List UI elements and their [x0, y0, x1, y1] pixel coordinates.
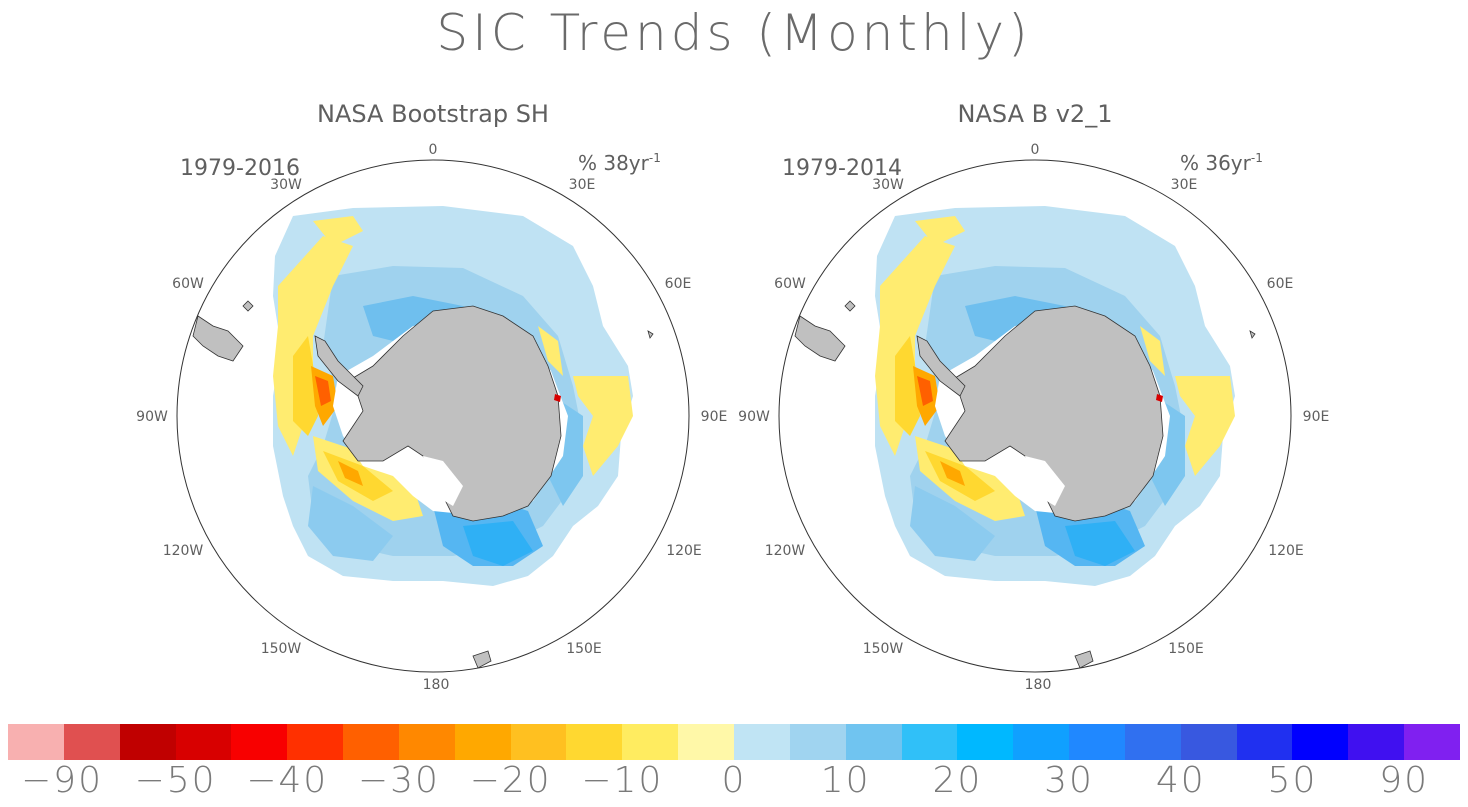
left-map-panel: NASA Bootstrap SH 1979-2016 % 38yr-1 0 3… [136, 100, 727, 693]
colorbar-labels: −90 −50 −40 −30 −20 −10 0 10 20 30 40 50 90 [0, 760, 1468, 804]
colorbar-swatch [1404, 724, 1460, 760]
colorbar-swatch [789, 724, 846, 760]
colorbar-tick-label: −40 [246, 760, 329, 801]
right-lon-90w: 90W [738, 409, 770, 425]
colorbar-tick-label: 50 [1267, 760, 1318, 801]
colorbar-swatch [733, 724, 790, 760]
right-subtitle: NASA B v2_1 [958, 100, 1113, 128]
right-lon-150e: 150E [1168, 641, 1204, 657]
left-lon-90w: 90W [136, 409, 168, 425]
right-lon-180: 180 [1025, 677, 1052, 693]
right-sic-trend-field [794, 205, 1256, 669]
left-period: 1979-2016 [180, 156, 300, 181]
left-lon-90e: 90E [701, 409, 728, 425]
colorbar-swatch [622, 724, 679, 760]
colorbar [8, 724, 1460, 760]
colorbar-swatch [957, 724, 1014, 760]
colorbar-swatch [175, 724, 232, 760]
colorbar-swatch [901, 724, 958, 760]
left-lon-150w: 150W [261, 641, 302, 657]
left-sic-trend-field [192, 205, 654, 669]
colorbar-swatch [343, 724, 399, 760]
left-lon-60w: 60W [172, 276, 204, 292]
colorbar-swatch [1292, 724, 1349, 760]
right-lon-30e: 30E [1171, 177, 1198, 193]
left-lon-60e: 60E [665, 276, 692, 292]
right-lon-60w: 60W [774, 276, 806, 292]
colorbar-tick-label: 20 [932, 760, 983, 801]
colorbar-swatch [119, 724, 176, 760]
colorbar-tick-label: 90 [1379, 760, 1430, 801]
colorbar-swatch [845, 724, 902, 760]
colorbar-tick-label: −30 [357, 760, 440, 801]
left-lon-120w: 120W [163, 543, 204, 559]
colorbar-tick-label: 0 [721, 760, 747, 801]
colorbar-tick-label: −90 [21, 760, 103, 801]
right-map-boundary [778, 159, 1292, 673]
right-lon-120w: 120W [765, 543, 806, 559]
colorbar-swatch [1013, 724, 1070, 760]
left-lon-180: 180 [423, 677, 450, 693]
colorbar-swatch [63, 724, 120, 760]
colorbar-tick-label: 10 [820, 760, 871, 801]
right-lon-90e: 90E [1303, 409, 1330, 425]
colorbar-swatch [287, 724, 344, 760]
right-units: % 36yr-1 [1180, 151, 1263, 175]
colorbar-swatch [1124, 724, 1181, 760]
right-lon-0: 0 [1031, 142, 1040, 158]
colorbar-swatch [1236, 724, 1293, 760]
colorbar-tick-label: −50 [134, 760, 217, 801]
left-lon-30w: 30W [270, 177, 302, 193]
colorbar-tick-label: −20 [469, 760, 552, 801]
right-lon-30w: 30W [872, 177, 904, 193]
colorbar-tick-label: −10 [581, 760, 664, 801]
colorbar-swatch [1348, 724, 1405, 760]
colorbar-tick-label: 40 [1155, 760, 1206, 801]
right-lon-120e: 120E [1268, 543, 1304, 559]
colorbar-swatch [566, 724, 623, 760]
right-period: 1979-2014 [782, 156, 902, 181]
left-lon-0: 0 [429, 142, 438, 158]
colorbar-swatch [231, 724, 288, 760]
left-lon-150e: 150E [566, 641, 602, 657]
right-lon-60e: 60E [1267, 276, 1294, 292]
colorbar-swatch [678, 724, 734, 760]
right-map-panel: NASA B v2_1 1979-2014 % 36yr-1 0 30E 60E… [738, 100, 1329, 693]
left-lon-120e: 120E [666, 543, 702, 559]
colorbar-swatch [454, 724, 511, 760]
left-subtitle: NASA Bootstrap SH [317, 100, 549, 128]
colorbar-swatch [398, 724, 455, 760]
left-units: % 38yr-1 [578, 151, 661, 175]
left-lon-30e: 30E [569, 177, 596, 193]
colorbar-swatch [510, 724, 567, 760]
maps-canvas: NASA Bootstrap SH 1979-2016 % 38yr-1 0 3… [136, 100, 1329, 693]
colorbar-swatch [1180, 724, 1237, 760]
colorbar-swatch [1069, 724, 1125, 760]
colorbar-swatch [8, 724, 64, 760]
colorbar-tick-label: 30 [1044, 760, 1094, 801]
left-map-boundary [176, 159, 690, 673]
main-title: SIC Trends (Monthly) [436, 4, 1032, 62]
right-lon-150w: 150W [863, 641, 904, 657]
